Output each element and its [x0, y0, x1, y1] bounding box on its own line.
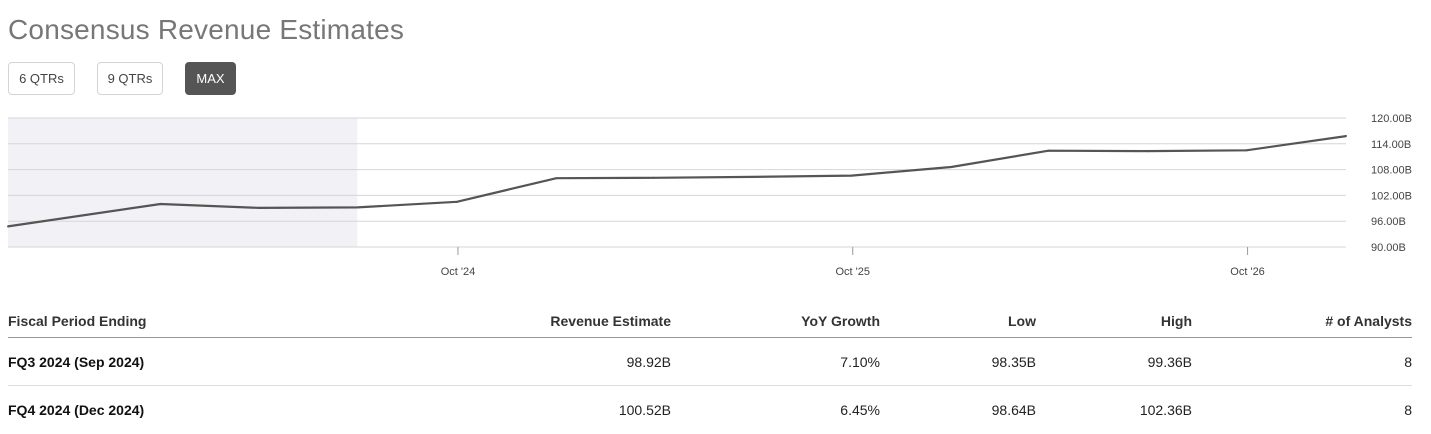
data-point [159, 203, 162, 205]
revenue-series-line [7, 135, 1347, 228]
cell-yoy-growth: 7.10% [840, 353, 880, 370]
revenue-line-chart: 120.00B 114.00B 108.00B 102.00B 96.00B 90.00B… [7, 113, 1412, 278]
x-tick-label: Oct '25 [836, 266, 871, 278]
cell-revenue-estimate: 98.92B [626, 353, 671, 370]
range-9-qtrs-button[interactable]: 9 QTRs [97, 62, 163, 95]
y-tick-label: 102.00B [1371, 190, 1412, 202]
table-row: FQ4 2024 (Dec 2024) 100.52B 6.45% 98.64B… [8, 386, 1412, 434]
y-tick-label: 114.00B [1371, 139, 1411, 151]
x-tick-label: Oct '24 [441, 266, 476, 278]
header-fiscal-period[interactable]: Fiscal Period Ending [8, 312, 147, 329]
historical-shaded-region [8, 118, 358, 247]
y-tick-label: 120.00B [1371, 113, 1412, 125]
data-point [555, 177, 558, 180]
header-yoy-growth[interactable]: YoY Growth [801, 312, 880, 329]
range-max-button[interactable]: MAX [185, 62, 236, 95]
cell-yoy-growth: 6.45% [840, 402, 880, 418]
cell-low: 98.35B [991, 353, 1036, 370]
data-point [7, 225, 9, 228]
x-tick-label: Oct '26 [1230, 266, 1265, 278]
estimates-table: Fiscal Period Ending Revenue Estimate Yo… [8, 304, 1412, 434]
data-point [1245, 149, 1248, 152]
data-point [850, 174, 853, 177]
page-title: Consensus Revenue Estimates [8, 14, 405, 45]
table-row: FQ3 2024 (Sep 2024) 98.92B 7.10% 98.35B … [8, 338, 1412, 386]
data-point [455, 200, 458, 203]
table-header-row: Fiscal Period Ending Revenue Estimate Yo… [8, 304, 1412, 338]
header-low[interactable]: Low [1008, 312, 1036, 329]
cell-high: 102.36B [1139, 402, 1192, 418]
cell-high: 99.36B [1147, 353, 1192, 370]
data-point [751, 175, 754, 178]
data-point [1345, 135, 1347, 138]
data-point [356, 206, 359, 209]
cell-fiscal-period: FQ3 2024 (Sep 2024) [8, 353, 145, 370]
data-point [1047, 149, 1050, 152]
cell-revenue-estimate: 100.52B [618, 402, 671, 418]
header-revenue-estimate[interactable]: Revenue Estimate [550, 312, 671, 329]
range-6-qtrs-button[interactable]: 6 QTRs [8, 62, 75, 95]
data-point [652, 176, 655, 179]
cell-num-analysts: 8 [1404, 353, 1412, 370]
y-tick-label: 90.00B [1371, 242, 1406, 254]
cell-low: 98.64B [991, 402, 1036, 418]
header-num-analysts[interactable]: # of Analysts [1325, 312, 1412, 329]
y-tick-label: 96.00B [1371, 216, 1406, 228]
y-tick-label: 108.00B [1371, 165, 1412, 177]
data-point [257, 206, 260, 209]
data-point [1145, 150, 1148, 153]
header-high[interactable]: High [1160, 312, 1192, 329]
cell-num-analysts: 8 [1404, 402, 1412, 418]
data-point [950, 166, 953, 169]
cell-fiscal-period: FQ4 2024 (Dec 2024) [8, 402, 145, 418]
